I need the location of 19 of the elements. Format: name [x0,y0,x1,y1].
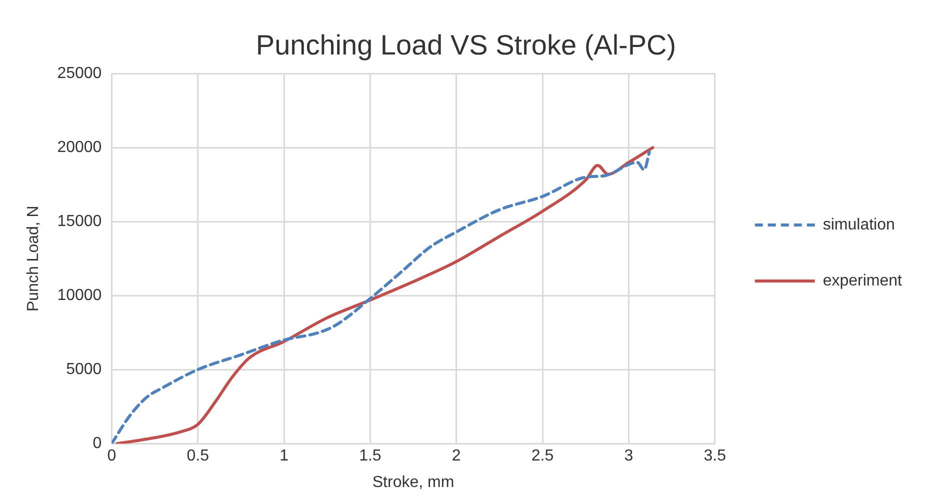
x-tick-label: 2 [452,448,461,465]
y-tick-label: 20000 [57,139,102,156]
y-tick-label: 25000 [57,65,102,82]
y-tick-label: 10000 [57,287,102,304]
x-tick-label: 3.5 [704,448,726,465]
y-tick-label: 5000 [66,361,102,378]
x-tick-label: 0 [107,448,116,465]
legend-label: experiment [822,272,903,290]
x-tick-label: 2.5 [531,448,554,465]
x-axis-title: Stroke, mm [372,474,454,491]
y-tick-label: 0 [92,435,102,452]
x-tick-label: 3 [624,448,634,465]
x-tick-label: 0.5 [186,448,210,465]
y-axis-title: Punch Load, N [25,206,42,312]
y-tick-label: 15000 [57,213,102,230]
chart-title: Punching Load VS Stroke (Al-PC) [256,30,676,61]
legend-label: simulation [822,216,895,234]
x-tick-label: 1 [280,448,289,465]
x-tick-label: 1.5 [359,448,382,465]
